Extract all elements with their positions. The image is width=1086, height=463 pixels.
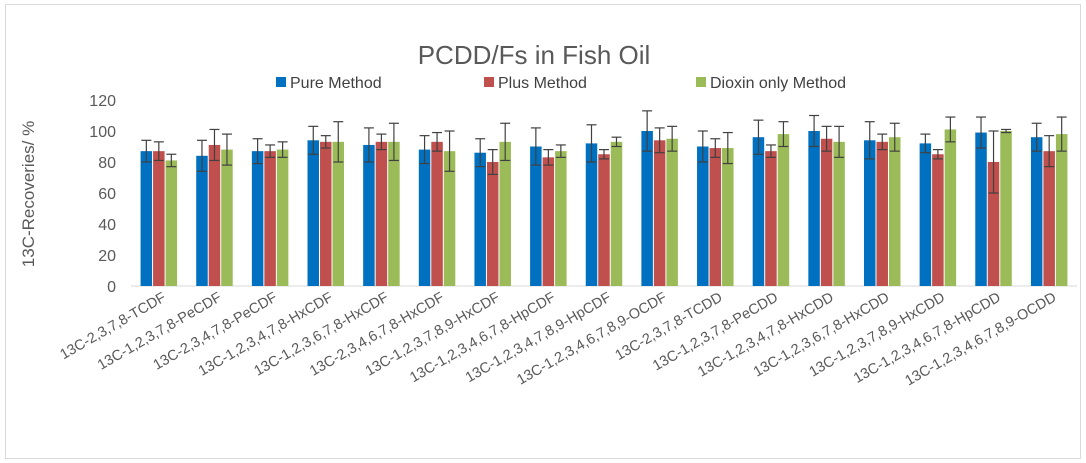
bar [987,162,1000,286]
bar [196,155,208,286]
bar [418,149,431,286]
bar [610,141,623,286]
bar [474,152,486,286]
y-tick-label: 80 [98,155,116,172]
legend-label: Plus Method [498,75,587,92]
bar [765,151,777,286]
legend-swatch [276,77,286,87]
bar [777,134,790,286]
bar [555,151,567,286]
bar [332,141,345,286]
bar [833,141,845,286]
legend: Pure Method Plus Method Dioxin only Method [276,75,846,92]
bar [486,162,499,286]
bar [919,143,932,286]
y-tick-label: 120 [89,93,116,110]
bar [1055,134,1068,286]
bar [431,141,443,286]
bar [697,146,709,286]
bar [598,154,610,286]
bar [722,148,734,286]
y-axis-label: 13C-Recoveries/ % [19,121,38,267]
bar [251,151,264,286]
chart: PCDD/Fs in Fish Oil Pure Method Plus Meth… [19,40,1077,390]
chart-title: PCDD/Fs in Fish Oil [418,40,651,70]
bar [542,157,555,286]
bar [1043,151,1055,286]
bar [820,138,833,286]
legend-label: Dioxin only Method [710,75,846,92]
bar [585,143,598,286]
bar [375,141,388,286]
y-tick-label: 100 [89,124,116,141]
chart-frame: PCDD/Fs in Fish Oil Pure Method Plus Meth… [5,4,1081,459]
bar [499,141,511,286]
bars [140,129,1068,286]
bar [363,144,375,286]
x-axis-ticks: 13C-2,3,7,8-TCDF13C-1,2,3,7,8-PeCDF13C-2… [58,290,1060,390]
bar [666,138,678,286]
bar [530,146,542,286]
y-tick-label: 40 [98,217,116,234]
legend-swatch [696,77,706,87]
legend-swatch [484,77,494,87]
bar [140,151,153,286]
y-axis-ticks: 0 20 40 60 80 100 120 [89,93,116,296]
bar [1030,137,1043,286]
bar [944,129,957,286]
bar [653,140,666,286]
bar [709,148,722,286]
bar [975,132,987,286]
bar [307,140,320,286]
bar [932,154,944,286]
bar [876,141,888,286]
bar [808,131,820,286]
bar [863,140,876,286]
bar [264,151,276,286]
error-bars [141,110,1067,194]
bar [888,137,901,286]
y-tick-label: 20 [98,248,116,265]
legend-label: Pure Method [290,75,382,92]
bar [165,160,178,286]
bar [1000,131,1012,286]
bar [641,131,653,286]
y-tick-label: 0 [107,279,116,296]
bar [221,149,233,286]
bar [208,144,221,286]
bar [276,149,289,286]
bar [443,151,456,286]
bar [320,141,332,286]
y-tick-label: 60 [98,186,116,203]
bar [388,141,400,286]
bar [752,137,765,286]
bar [153,151,165,286]
